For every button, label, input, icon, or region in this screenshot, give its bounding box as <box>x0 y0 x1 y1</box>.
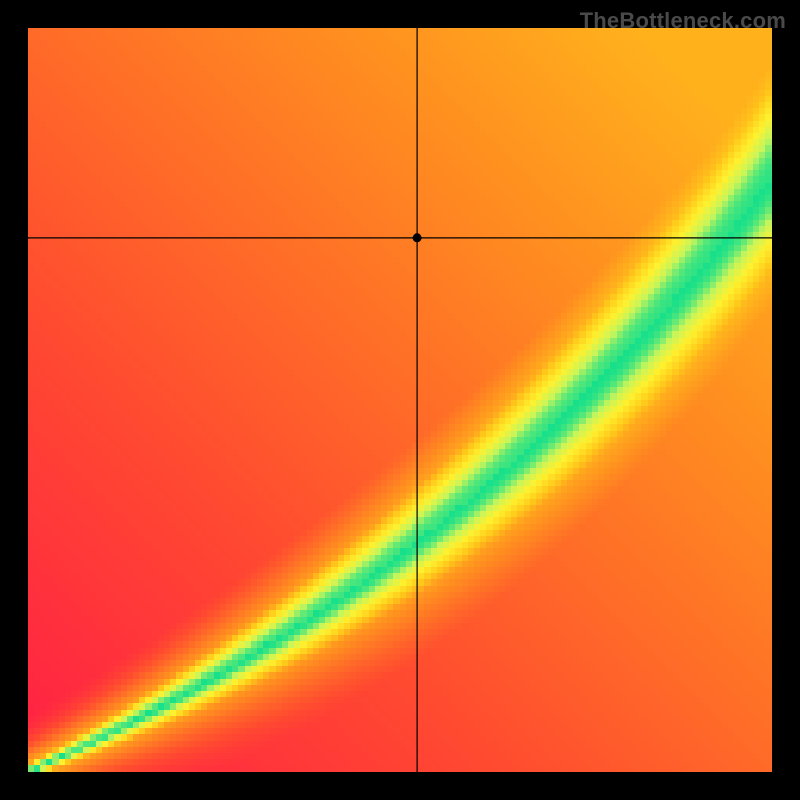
chart-container: TheBottleneck.com <box>0 0 800 800</box>
watermark-text: TheBottleneck.com <box>580 8 786 34</box>
bottleneck-heatmap <box>28 28 772 772</box>
